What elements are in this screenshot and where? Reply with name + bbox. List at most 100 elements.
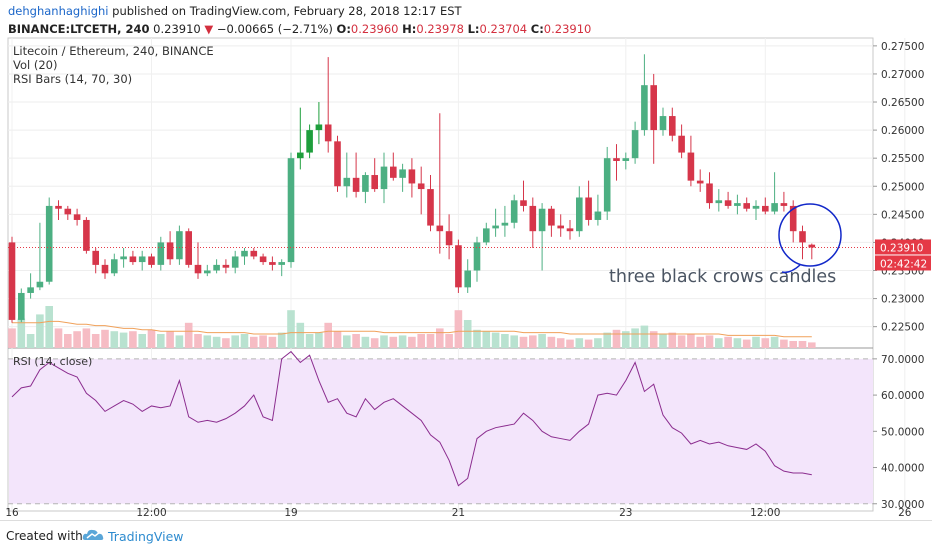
close-label: C: (530, 22, 544, 36)
chart-area[interactable]: 0.27500 0.27000 0.26500 0.26000 0.25500 0.250… (0, 36, 932, 520)
volume-bar (26, 334, 35, 348)
annotation-circle (778, 203, 842, 267)
created-with-label: Created with (6, 529, 83, 543)
candle-body (120, 256, 127, 260)
volume-bar (566, 339, 574, 348)
volume-bar (222, 338, 230, 348)
rsi-band (9, 358, 873, 504)
axes: 0.27500 0.27000 0.26500 0.26000 0.25500 0.250… (5, 41, 931, 519)
volume-bar (649, 331, 658, 348)
volume-bar (454, 310, 463, 348)
price-tick-label: 0.27000 (881, 69, 924, 81)
volume-bar (752, 336, 760, 348)
rsi-tick-label: 30.0000 (881, 499, 924, 511)
annotation[interactable]: three black crows candles (609, 203, 842, 287)
candle-body (492, 225, 499, 229)
time-tick-label: 23 (619, 507, 632, 519)
candle-body (55, 205, 62, 209)
candle-body (799, 231, 806, 243)
time-tick-label: 26 (898, 507, 912, 519)
tradingview-brand[interactable]: TradingView (108, 529, 184, 544)
candle-body (148, 256, 155, 265)
candle-body (696, 180, 704, 184)
volume-bar (147, 329, 156, 348)
candle-body (306, 130, 313, 153)
volume-bar (73, 331, 81, 348)
candle-body (129, 256, 137, 263)
candle-body (529, 205, 537, 232)
candle-body (650, 85, 657, 131)
candle-body (157, 242, 165, 265)
volume-bar (603, 332, 611, 348)
rsi-line (11, 350, 812, 487)
countdown-tag-label: 02:42:42 (880, 258, 927, 270)
rsi-pane[interactable] (11, 350, 812, 487)
volume-bar (808, 342, 816, 348)
volume-bar (538, 334, 546, 348)
last-price-tag (875, 239, 931, 255)
volume-bar (715, 338, 723, 348)
volume-bar (259, 335, 267, 348)
price-tick-label: 0.24500 (881, 209, 924, 221)
candle-body (399, 169, 406, 178)
open-value: 0.23960 (350, 22, 399, 36)
candle-body (734, 203, 741, 206)
candle-body (297, 152, 304, 159)
candle-body (771, 203, 778, 212)
candle-body (324, 124, 332, 142)
volume-bar (491, 332, 500, 348)
price-tick-label: 0.26000 (881, 125, 924, 137)
volume-bar (687, 334, 695, 348)
rsi-tick-label: 70.0000 (881, 354, 924, 366)
candle-body (576, 197, 583, 232)
plot-frame (7, 37, 874, 512)
price-tick-label: 0.25000 (881, 181, 924, 193)
candle-body (585, 197, 592, 220)
volume-bar (8, 328, 16, 348)
volume-bar (315, 332, 323, 348)
author-link[interactable]: dehghanhaghighi (8, 4, 109, 18)
volume-bar (194, 334, 202, 348)
legend-symbol: Litecoin / Ethereum, 240, BINANCE (13, 44, 214, 58)
candle-body (8, 242, 16, 320)
candle-body (166, 242, 174, 260)
candle-body (36, 281, 44, 288)
candle-body (659, 116, 667, 131)
volume-ma-line (12, 320, 812, 338)
candle-body (315, 124, 323, 131)
candle-body (101, 264, 109, 274)
volume-bar (361, 336, 370, 348)
candle-body (241, 250, 248, 257)
published-text: published on TradingView.com, February 2… (112, 4, 462, 18)
candle-body (622, 158, 630, 161)
candle-body (743, 203, 750, 209)
volume-bar (54, 328, 63, 348)
price-tick-label: 0.22500 (881, 322, 924, 334)
volume-bar (408, 336, 416, 348)
volume-bar (17, 318, 26, 348)
candle-body (678, 135, 685, 153)
chart-header: dehghanhaghighi published on TradingView… (0, 0, 932, 44)
volume-bar (463, 320, 472, 348)
candle-body (538, 208, 546, 232)
candle-body (64, 208, 72, 215)
time-tick-label: 16 (5, 507, 19, 519)
candle-body (194, 264, 202, 274)
volume-bar (370, 338, 379, 348)
volume-bar (612, 329, 621, 348)
candle-body (427, 189, 434, 226)
volume-bar (212, 336, 221, 348)
volume-bar (575, 338, 584, 348)
volume-bar (742, 339, 751, 348)
volume-bar (36, 314, 44, 348)
candles[interactable] (8, 54, 816, 323)
price-tick-label: 0.26500 (881, 97, 924, 109)
candle-body (436, 225, 444, 232)
candle-body (613, 158, 620, 161)
candle-body (473, 242, 481, 271)
volume-bar (82, 328, 91, 348)
price-tick-label: 0.23000 (881, 294, 924, 306)
candle-body (213, 264, 220, 271)
candle-body (138, 256, 146, 263)
volume-bar (175, 335, 184, 348)
